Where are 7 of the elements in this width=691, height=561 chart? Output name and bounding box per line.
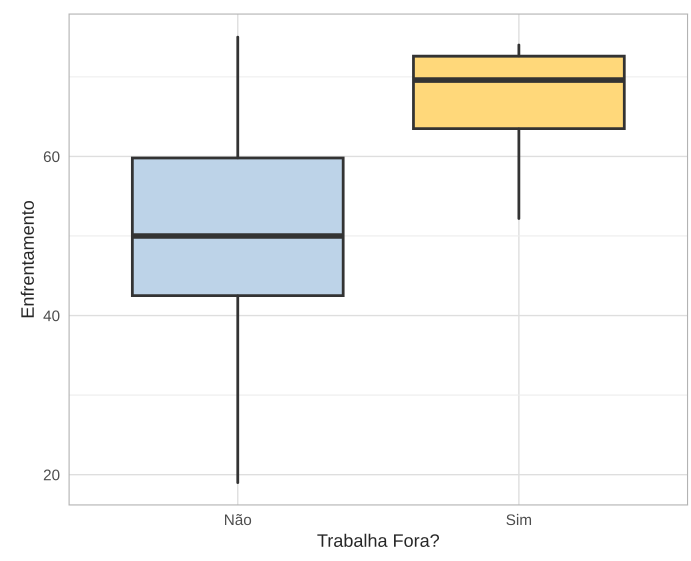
y-tick-label: 60 [44,151,60,162]
x-tick-label: Sim [506,514,532,526]
x-tick-label: Não [225,514,252,526]
x-axis-title: Trabalha Fora? [317,534,440,547]
y-tick-label: 40 [43,310,60,322]
y-axis-title: Enfrentamento [20,200,34,318]
y-tick-label: 20 [44,470,60,480]
